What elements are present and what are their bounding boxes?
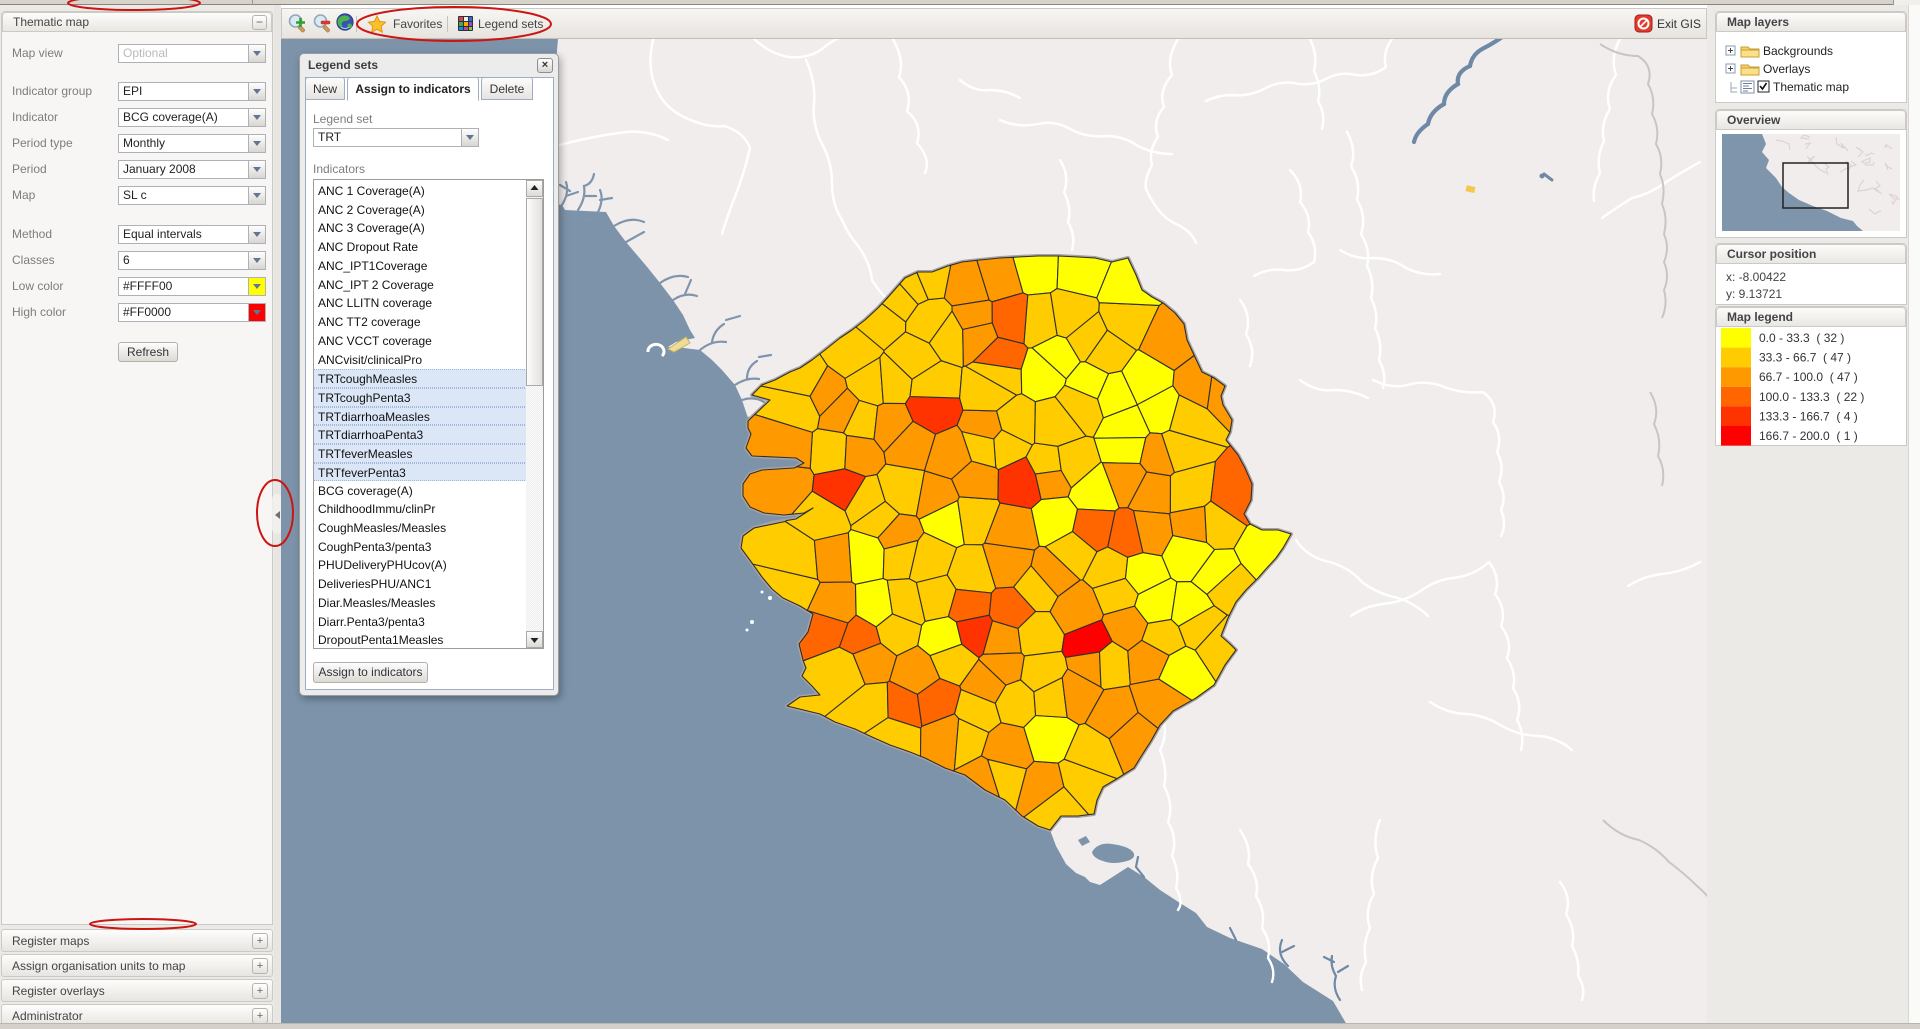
- svg-text:Overlays: Overlays: [1763, 62, 1810, 76]
- svg-text:166.7 - 200.0 ( 1 ): 166.7 - 200.0 ( 1 ): [1759, 429, 1858, 443]
- svg-text:0.0 - 33.3 ( 32 ): 0.0 - 33.3 ( 32 ): [1759, 331, 1844, 345]
- svg-text:Legend sets: Legend sets: [478, 17, 543, 31]
- svg-text:Backgrounds: Backgrounds: [1763, 44, 1833, 58]
- svg-text:33.3 - 66.7 ( 47 ): 33.3 - 66.7 ( 47 ): [1759, 351, 1851, 365]
- svg-text:100.0 - 133.3 ( 22 ): 100.0 - 133.3 ( 22 ): [1759, 390, 1864, 404]
- svg-text:133.3 - 166.7 ( 4 ): 133.3 - 166.7 ( 4 ): [1759, 409, 1858, 423]
- svg-text:Exit GIS: Exit GIS: [1657, 17, 1701, 31]
- svg-text:Favorites: Favorites: [393, 17, 442, 31]
- svg-text:66.7 - 100.0 ( 47 ): 66.7 - 100.0 ( 47 ): [1759, 370, 1858, 384]
- svg-text:Thematic map: Thematic map: [1773, 80, 1849, 94]
